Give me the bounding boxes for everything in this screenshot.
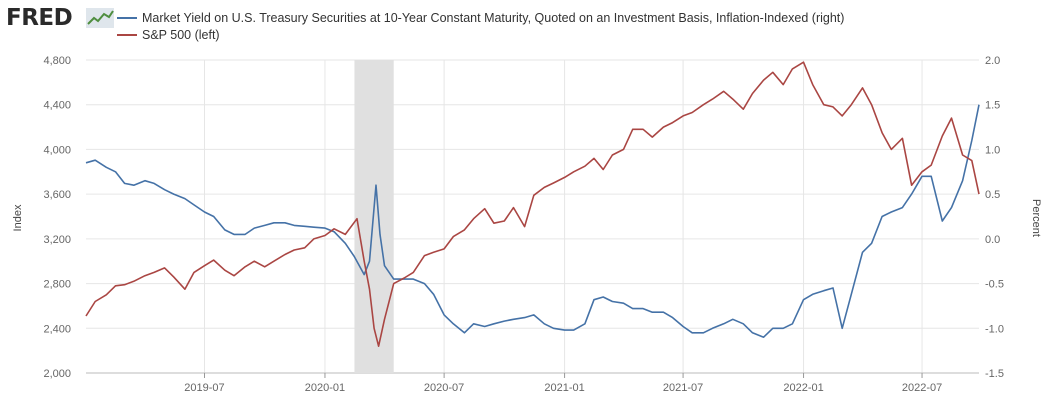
left-axis-title: Index: [12, 204, 24, 231]
legend-label-yield: Market Yield on U.S. Treasury Securities…: [142, 10, 845, 25]
x-axis-ticks: 2019-07 2020-01 2020-07 2021-01 2021-07 2022-…: [184, 373, 942, 394]
legend-swatch-sp500: [117, 33, 137, 36]
right-axis-tick-label: 2.0: [985, 55, 1000, 67]
x-axis-tick-label: 2022-01: [783, 382, 823, 394]
left-axis-tick-label: 2,000: [43, 368, 71, 380]
right-axis-tick-label: 0.5: [985, 189, 1000, 201]
right-axis-ticks: -1.5 -1.0 -0.5 0.0 0.5 1.0 1.5 2.0: [985, 55, 1004, 380]
left-axis-tick-label: 4,800: [43, 55, 71, 67]
x-axis-tick-label: 2021-07: [663, 382, 703, 394]
left-axis-ticks: 2,000 2,400 2,800 3,200 3,600 4,000 4,400 4,800: [43, 55, 71, 380]
left-axis-tick-label: 4,400: [43, 100, 71, 112]
left-axis-tick-label: 3,600: [43, 189, 71, 201]
x-axis-tick-label: 2021-01: [544, 382, 584, 394]
gridlines: [86, 59, 979, 374]
fred-logo[interactable]: FRED: [6, 4, 116, 32]
right-axis-tick-label: -1.5: [985, 368, 1004, 380]
fred-chart-icon: [86, 8, 114, 28]
left-axis-tick-label: 3,200: [43, 234, 71, 246]
x-axis-tick-label: 2019-07: [184, 382, 224, 394]
chart-legend: Market Yield on U.S. Treasury Securities…: [117, 9, 844, 43]
x-axis-tick-label: 2020-01: [305, 382, 345, 394]
series-lines: [85, 61, 980, 348]
right-axis-tick-label: -1.0: [985, 323, 1004, 335]
right-axis-tick-label: 1.5: [985, 100, 1000, 112]
right-axis-title: Percent: [1030, 199, 1042, 237]
right-axis-tick-label: -0.5: [985, 279, 1004, 291]
legend-item-sp500[interactable]: S&P 500 (left): [117, 26, 844, 43]
x-axis-tick-label: 2022-07: [902, 382, 942, 394]
left-axis-tick-label: 2,400: [43, 323, 71, 335]
legend-label-sp500: S&P 500 (left): [142, 27, 220, 42]
legend-swatch-yield: [117, 16, 137, 19]
series-line-sp500: [85, 61, 980, 348]
x-axis-tick-label: 2020-07: [424, 382, 464, 394]
left-axis-tick-label: 4,000: [43, 144, 71, 156]
series-line-yield: [85, 104, 980, 339]
right-axis-tick-label: 0.0: [985, 234, 1000, 246]
fred-logo-text: FRED: [6, 5, 73, 31]
legend-item-yield[interactable]: Market Yield on U.S. Treasury Securities…: [117, 9, 844, 26]
right-axis-tick-label: 1.0: [985, 144, 1000, 156]
left-axis-tick-label: 2,800: [43, 279, 71, 291]
